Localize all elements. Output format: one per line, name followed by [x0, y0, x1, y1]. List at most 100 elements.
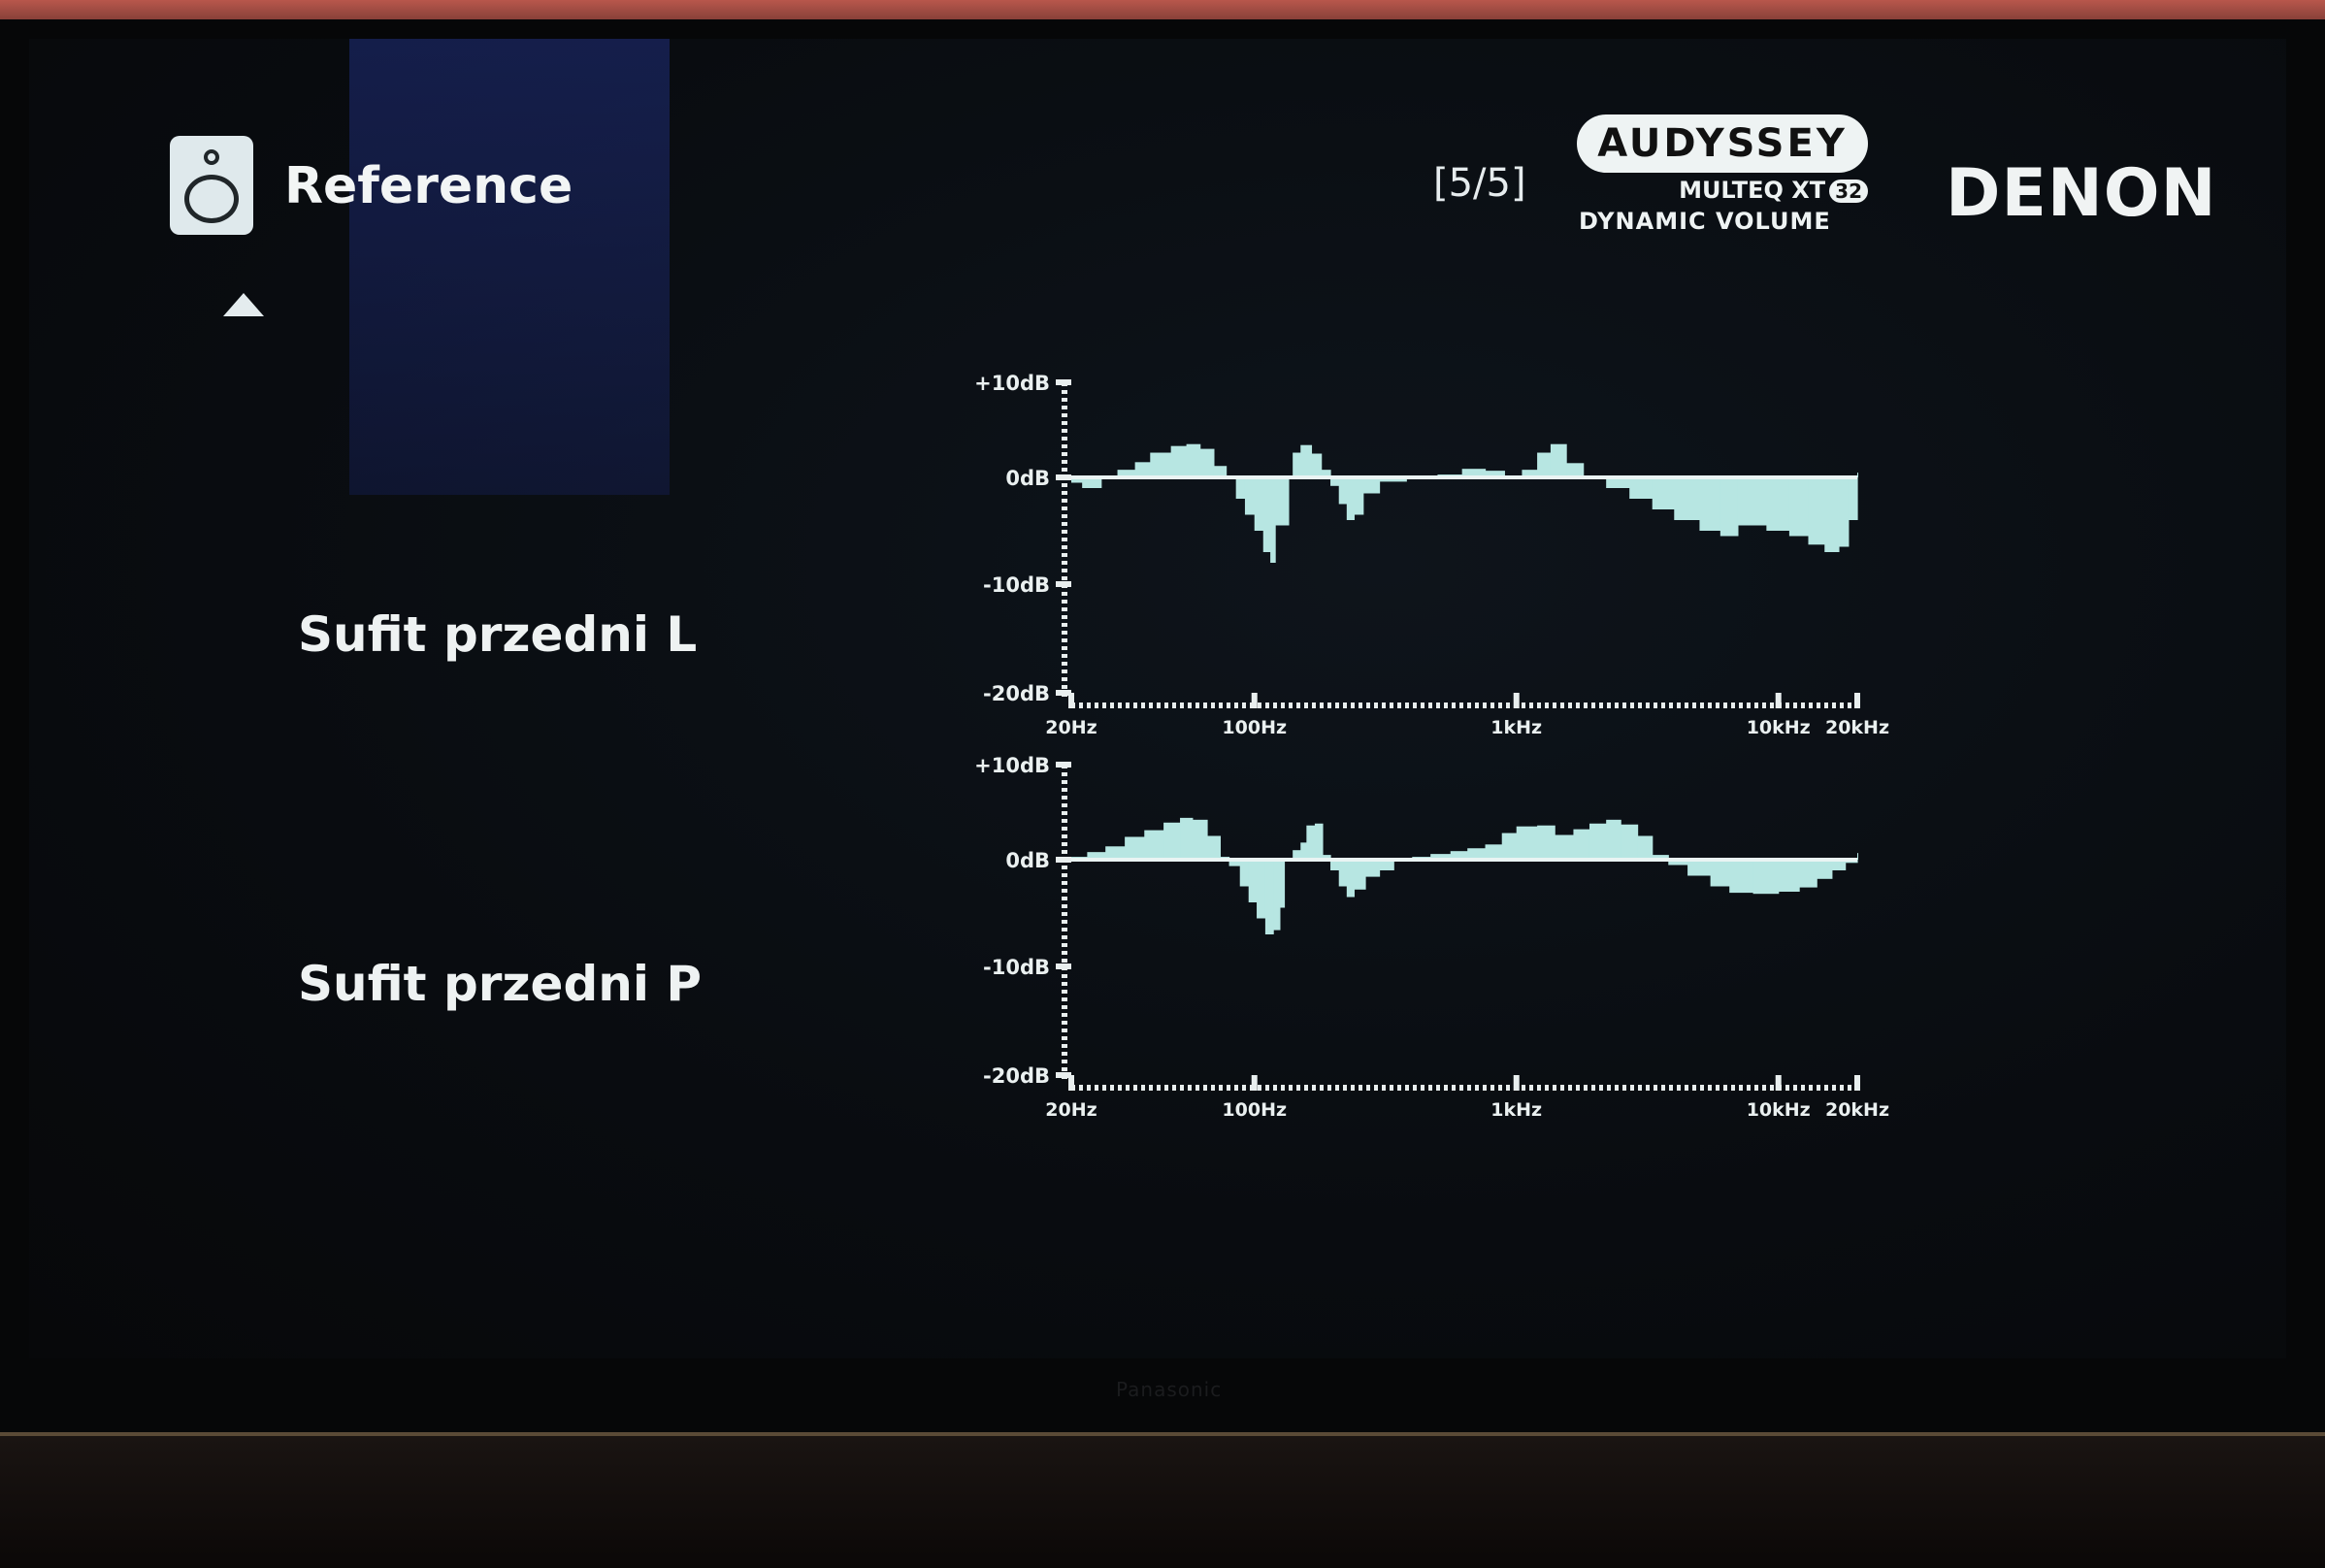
x-axis-dot: [1817, 702, 1820, 708]
x-axis-dot: [1498, 702, 1502, 708]
y-axis-dot: [1062, 912, 1067, 916]
x-axis-dot: [1281, 1085, 1285, 1091]
response-bar: [1687, 860, 1712, 876]
response-bar: [1710, 860, 1730, 887]
x-axis-dot: [1141, 702, 1145, 708]
y-axis-dot: [1062, 662, 1067, 666]
page-title: Reference: [284, 157, 573, 215]
x-axis-dot: [1188, 1085, 1192, 1091]
y-tick-label: 0dB: [1005, 467, 1050, 490]
x-tick-label: 1kHz: [1490, 1099, 1542, 1121]
x-axis-dot: [1700, 702, 1704, 708]
x-axis-dot: [1289, 1085, 1293, 1091]
x-axis-dot: [1180, 702, 1184, 708]
response-bar: [1857, 853, 1858, 860]
y-axis-dot: [1062, 1067, 1067, 1071]
response-bar: [1674, 477, 1701, 520]
speaker-icon: [170, 136, 253, 235]
x-axis-dot: [1840, 702, 1844, 708]
response-bar: [1808, 477, 1825, 545]
x-axis-dot: [1234, 1085, 1238, 1091]
response-bar: [1537, 452, 1552, 477]
x-tick-label: 10kHz: [1747, 1099, 1811, 1121]
response-bar: [1737, 477, 1767, 526]
y-axis-dot: [1062, 943, 1067, 947]
y-tick: [1056, 379, 1071, 385]
response-bar: [1117, 470, 1136, 477]
x-tick: [1513, 693, 1520, 708]
response-bar: [1275, 477, 1290, 526]
x-axis-dot: [1335, 702, 1339, 708]
response-bar: [1501, 833, 1518, 860]
x-axis-dot: [1630, 1085, 1634, 1091]
response-bar: [1364, 860, 1381, 877]
x-axis-dot: [1079, 1085, 1083, 1091]
x-axis-dot: [1568, 1085, 1572, 1091]
response-bar: [1778, 860, 1800, 892]
triangle-up-icon[interactable]: [223, 293, 264, 316]
x-axis-dot: [1529, 702, 1533, 708]
y-axis-dot: [1062, 452, 1067, 456]
x-axis-dot: [1126, 702, 1130, 708]
response-bar: [1485, 844, 1503, 860]
x-axis-dot: [1498, 1085, 1502, 1091]
x-axis-dot: [1490, 702, 1494, 708]
response-bar: [1848, 477, 1858, 520]
x-axis-dot: [1801, 1085, 1805, 1091]
response-bar: [1652, 477, 1675, 509]
y-axis-dot: [1062, 803, 1067, 807]
response-bar: [1668, 860, 1688, 866]
x-axis-dot: [1164, 702, 1168, 708]
x-axis-dot: [1669, 702, 1673, 708]
x-axis-dot: [1793, 702, 1797, 708]
x-axis-dot: [1242, 702, 1246, 708]
response-bar: [1134, 462, 1151, 477]
response-bar: [1729, 860, 1754, 894]
x-axis-dot: [1785, 702, 1789, 708]
x-axis-dot: [1522, 1085, 1525, 1091]
x-axis-dot: [1452, 702, 1456, 708]
response-bar: [1279, 860, 1286, 908]
response-bar: [1516, 826, 1538, 860]
x-axis-dot: [1677, 1085, 1681, 1091]
tv-brand-label: Panasonic: [1116, 1378, 1223, 1401]
response-bar: [1306, 825, 1316, 860]
x-tick-label: 20kHz: [1825, 1099, 1889, 1121]
x-axis-dot: [1421, 1085, 1424, 1091]
x-axis-dot: [1366, 702, 1370, 708]
x-axis-dot: [1762, 702, 1766, 708]
x-axis-dot: [1576, 702, 1580, 708]
x-tick-label: 100Hz: [1222, 717, 1287, 738]
x-axis-dot: [1630, 702, 1634, 708]
x-axis-dot: [1692, 702, 1696, 708]
x-axis-dot: [1615, 1085, 1619, 1091]
x-axis-dot: [1452, 1085, 1456, 1091]
x-axis-dot: [1467, 1085, 1471, 1091]
x-axis-dot: [1599, 702, 1603, 708]
x-axis-dot: [1848, 1085, 1851, 1091]
response-bar: [1379, 860, 1394, 870]
y-axis-dot: [1062, 437, 1067, 441]
x-axis-dot: [1079, 702, 1083, 708]
response-bar: [1467, 848, 1487, 860]
response-bar: [1311, 453, 1323, 477]
x-axis-dot: [1832, 702, 1836, 708]
x-axis-dot: [1747, 702, 1751, 708]
x-axis-dot: [1382, 1085, 1386, 1091]
y-axis-dot: [1062, 920, 1067, 924]
x-axis-dot: [1180, 1085, 1184, 1091]
x-axis-dot: [1731, 702, 1735, 708]
response-bar: [1273, 860, 1281, 931]
y-axis-dot: [1062, 1052, 1067, 1056]
response-bar: [1752, 860, 1780, 895]
x-axis-dot: [1809, 702, 1813, 708]
x-axis-dot: [1646, 702, 1650, 708]
x-axis-dot: [1335, 1085, 1339, 1091]
response-bar: [1450, 851, 1468, 860]
x-axis-dot: [1227, 702, 1230, 708]
y-axis-dot: [1062, 538, 1067, 541]
x-axis-dot: [1219, 702, 1223, 708]
x-axis-dot: [1390, 1085, 1393, 1091]
x-axis-dot: [1211, 702, 1215, 708]
multeq-badge: 32: [1829, 180, 1868, 203]
